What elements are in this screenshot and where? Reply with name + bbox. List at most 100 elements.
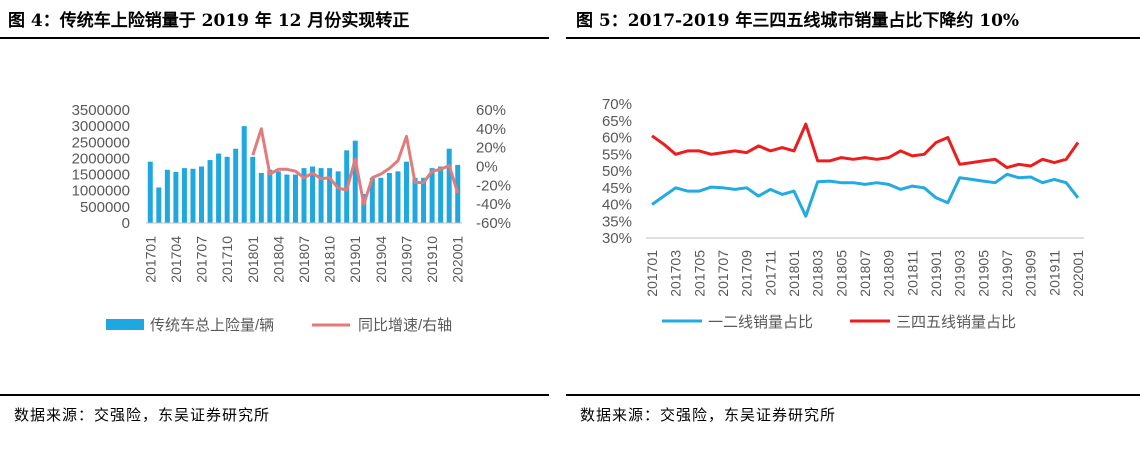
figure-4-left-ticks: 3500000300000025000002000000150000010000… bbox=[72, 102, 130, 232]
x-tick-label: 201901 bbox=[347, 236, 363, 283]
x-tick-label: 201707 bbox=[194, 236, 210, 283]
y-tick-label: 35% bbox=[602, 213, 632, 230]
y-right-tick-label: -40% bbox=[476, 196, 511, 213]
y-left-tick-label: 2500000 bbox=[72, 134, 130, 151]
bar bbox=[369, 177, 375, 223]
y-tick-label: 70% bbox=[602, 96, 632, 113]
bar bbox=[412, 177, 418, 223]
legend-line-label: 同比增速/右轴 bbox=[358, 317, 452, 334]
y-right-tick-label: 60% bbox=[476, 102, 506, 119]
figure-4-top-rule bbox=[0, 37, 549, 39]
y-right-tick-label: 0% bbox=[476, 159, 498, 176]
bar bbox=[421, 177, 427, 223]
bar bbox=[250, 156, 256, 223]
x-tick-label: 201809 bbox=[881, 250, 897, 297]
bar bbox=[386, 172, 392, 223]
bar bbox=[284, 174, 290, 223]
bar bbox=[310, 166, 316, 223]
bar bbox=[327, 168, 333, 223]
bar bbox=[233, 148, 239, 223]
bar bbox=[378, 177, 384, 223]
bar bbox=[267, 169, 273, 223]
x-tick-label: 201703 bbox=[668, 250, 684, 297]
y-left-tick-label: 0 bbox=[122, 215, 130, 232]
x-tick-label: 201909 bbox=[1023, 250, 1039, 297]
bar bbox=[241, 126, 247, 223]
x-tick-label: 201903 bbox=[952, 250, 968, 297]
x-tick-label: 202001 bbox=[450, 236, 466, 283]
figure-5-legend: 一二线销量占比 三四五线销量占比 bbox=[662, 314, 1016, 331]
bar bbox=[361, 193, 367, 223]
bar bbox=[292, 174, 298, 223]
x-tick-label: 201810 bbox=[322, 236, 338, 283]
x-tick-label: 201709 bbox=[739, 250, 755, 297]
x-tick-label: 201807 bbox=[857, 250, 873, 297]
y-left-tick-label: 3500000 bbox=[72, 102, 130, 119]
bar bbox=[156, 187, 162, 223]
bar bbox=[258, 172, 264, 223]
bar bbox=[181, 168, 187, 223]
figure-4-title: 图 4：传统车上险销量于 2019 年 12 月份实现转正 bbox=[8, 11, 410, 31]
bar bbox=[455, 164, 461, 223]
y-left-tick-label: 1500000 bbox=[72, 167, 130, 184]
figure-4-panel: 图 4：传统车上险销量于 2019 年 12 月份实现转正 3500000 300… bbox=[0, 0, 549, 457]
x-tick-label: 201907 bbox=[398, 236, 414, 283]
x-tick-label: 201711 bbox=[762, 250, 778, 296]
figure-5-y-ticks: 70%65%60%55%50%45%40%35%30% bbox=[602, 96, 632, 247]
y-left-tick-label: 3000000 bbox=[72, 118, 130, 135]
figure-5-line-tier345 bbox=[651, 122, 1080, 170]
x-tick-label: 201807 bbox=[296, 236, 312, 283]
bar bbox=[164, 169, 170, 223]
x-tick-label: 201707 bbox=[715, 250, 731, 297]
y-tick-label: 55% bbox=[602, 146, 632, 163]
x-tick-label: 201904 bbox=[373, 236, 389, 283]
y-tick-label: 40% bbox=[602, 197, 632, 214]
bar bbox=[190, 168, 196, 223]
x-tick-label: 201801 bbox=[786, 250, 802, 297]
figure-4-right-ticks: 60% 40% 20% 0%-20% -40% -60% bbox=[476, 102, 511, 232]
figure-5-title: 图 5：2017-2019 年三四五线城市销量占比下降约 10% bbox=[576, 11, 1020, 31]
x-tick-label: 201811 bbox=[904, 250, 920, 296]
y-tick-label: 50% bbox=[602, 163, 632, 180]
bar bbox=[301, 168, 307, 223]
bar bbox=[352, 140, 358, 223]
figure-5-chart: 70%65%60%55%50%45%40%35%30% 201701 201703… bbox=[602, 96, 1086, 331]
x-tick-label: 201705 bbox=[691, 250, 707, 297]
bar bbox=[199, 166, 205, 223]
bar bbox=[147, 161, 153, 223]
figure-5-top-rule bbox=[566, 37, 1140, 39]
y-right-tick-label: -60% bbox=[476, 215, 511, 232]
bar bbox=[429, 168, 435, 223]
bar bbox=[395, 171, 401, 223]
figure-5-panel: 图 5：2017-2019 年三四五线城市销量占比下降约 10% 70% 65% 6… bbox=[566, 0, 1140, 457]
x-tick-label: 201910 bbox=[424, 236, 440, 283]
legend-bar-swatch bbox=[106, 319, 144, 330]
figure-5-x-ticks: 201701 201703 201705 201707 201709 201711 2018… bbox=[644, 250, 1086, 297]
figure-4-legend: 传统车总上险量/辆 同比增速/右轴 bbox=[106, 317, 452, 334]
x-tick-label: 201911 bbox=[1046, 250, 1062, 296]
bar bbox=[275, 171, 281, 223]
x-tick-label: 201804 bbox=[270, 236, 286, 283]
bar bbox=[224, 156, 230, 223]
bar bbox=[438, 166, 444, 223]
y-tick-label: 45% bbox=[602, 180, 632, 197]
legend-bar-label: 传统车总上险量/辆 bbox=[150, 317, 274, 334]
x-tick-label: 201710 bbox=[219, 236, 235, 283]
figure-4-chart: 3500000300000025000002000000150000010000… bbox=[72, 102, 511, 334]
bar bbox=[335, 171, 341, 223]
figure-5-source: 数据来源：交强险，东吴证券研究所 bbox=[580, 406, 837, 424]
bar bbox=[446, 148, 452, 223]
y-tick-label: 30% bbox=[602, 230, 632, 247]
x-tick-label: 202001 bbox=[1070, 250, 1086, 297]
y-tick-label: 60% bbox=[602, 130, 632, 147]
x-tick-label: 201803 bbox=[810, 250, 826, 297]
y-left-tick-label: 2000000 bbox=[72, 150, 130, 167]
bar bbox=[403, 161, 409, 223]
figure-5-line-tier12 bbox=[651, 172, 1080, 218]
x-tick-label: 201907 bbox=[999, 250, 1015, 297]
y-right-tick-label: 20% bbox=[476, 140, 506, 157]
x-tick-label: 201701 bbox=[644, 250, 660, 297]
legend-tier345-label: 三四五线销量占比 bbox=[896, 314, 1016, 331]
bar bbox=[207, 160, 213, 223]
bar bbox=[173, 171, 179, 223]
